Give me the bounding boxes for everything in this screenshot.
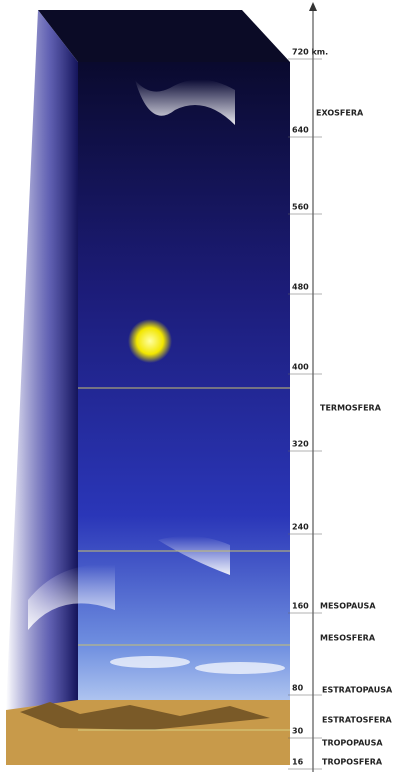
layer-label: MESOSFERA <box>320 634 376 643</box>
tick-label: 720 km. <box>292 48 328 57</box>
layer-labels: EXOSFERA TERMOSFERA MESOPAUSA MESOSFERA ESTR… <box>316 109 393 767</box>
prism-front <box>78 62 290 710</box>
layer-label: ESTRATOSFERA <box>322 716 393 725</box>
layer-label: TROPOSFERA <box>322 758 383 767</box>
tick-label: 160 <box>292 602 309 611</box>
tick-label: 640 <box>292 126 309 135</box>
tick-label: 480 <box>292 283 309 292</box>
scale-arrow <box>309 2 317 11</box>
tick-label: 80 <box>292 684 304 693</box>
layer-label: EXOSFERA <box>316 109 364 118</box>
layer-label: MESOPAUSA <box>320 602 376 611</box>
layer-label: TROPOPAUSA <box>322 739 383 748</box>
layer-label: ESTRATOPAUSA <box>322 686 393 695</box>
layer-label: TERMOSFERA <box>320 404 382 413</box>
cloud <box>195 662 285 674</box>
page: 720 km. 640 560 480 400 320 240 160 80 30 16 EXOSF… <box>0 0 409 775</box>
tick-label: 240 <box>292 523 309 532</box>
sun <box>128 319 172 363</box>
cloud <box>110 656 190 668</box>
tick-label: 320 <box>292 440 309 449</box>
tick-label: 16 <box>292 758 304 767</box>
tick-label: 560 <box>292 203 309 212</box>
tick-label: 30 <box>292 727 304 736</box>
prism-top <box>38 10 290 62</box>
atmosphere-diagram: 720 km. 640 560 480 400 320 240 160 80 30 16 EXOSF… <box>0 0 409 775</box>
tick-label: 400 <box>292 363 309 372</box>
